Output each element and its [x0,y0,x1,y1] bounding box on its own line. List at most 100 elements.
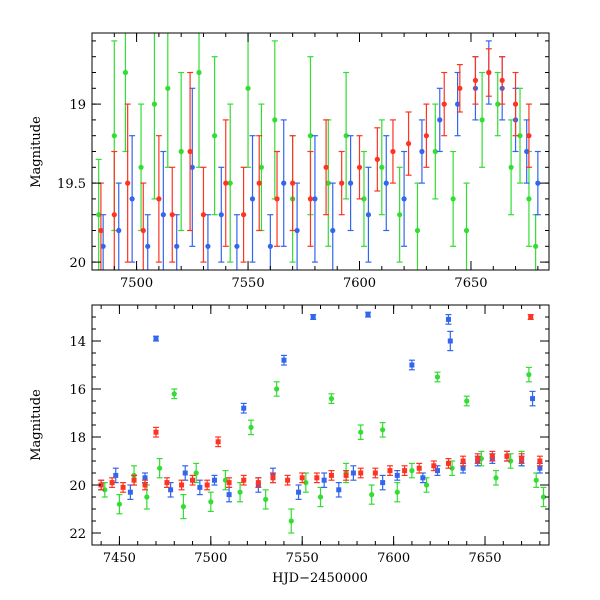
bottom-marker [460,465,466,471]
bottom-point [152,335,159,342]
top-marker [200,212,207,218]
bottom-marker [144,494,150,500]
top-point [405,111,412,176]
bottom-marker [464,398,470,404]
top-point [494,71,501,137]
bottom-marker [237,489,243,495]
top-point [211,56,218,216]
top-point [323,119,330,216]
top-marker [419,148,425,155]
top-marker [227,180,233,186]
bottom-y-tick-label: 22 [69,527,86,542]
bottom-point [284,474,291,486]
bottom-point [527,314,534,320]
bottom-marker [248,424,254,430]
bottom-point [419,472,426,484]
bottom-panel: 7450 7500 7550 7600 7650 14 16 18 20 22 Magnitude… [29,304,550,586]
top-marker [526,196,532,202]
bottom-point [507,453,514,469]
bottom-point [379,422,386,438]
top-marker [397,212,403,218]
bottom-marker [387,468,393,474]
bottom-marker [537,458,543,464]
top-marker [499,77,505,83]
bottom-point [474,453,481,464]
bottom-marker [380,480,386,486]
top-point [360,150,367,247]
bottom-x-tick-label: 7450 [103,551,136,566]
bottom-point [518,453,525,464]
top-marker [256,180,262,186]
bottom-point [226,477,233,488]
bottom-marker [314,475,320,481]
top-marker [307,133,314,139]
top-point [274,150,281,247]
top-marker [249,196,256,202]
bottom-marker [336,487,342,493]
bottom-point [460,455,467,467]
bottom-point [529,390,536,407]
bottom-point [215,436,222,448]
bottom-marker [193,470,199,476]
top-point [378,119,385,216]
bottom-point [408,359,415,371]
bottom-marker [409,468,415,474]
top-marker [165,85,171,91]
top-points [95,33,541,270]
bottom-point [447,330,454,352]
top-point [436,87,443,153]
top-y-axis-title: Magnitude [29,116,44,188]
top-point [138,103,145,232]
top-marker [524,148,530,155]
bottom-marker [489,453,495,459]
bottom-marker [528,314,534,320]
top-point [338,150,345,216]
top-point [401,150,408,247]
top-marker [535,180,541,186]
top-y-tick-label: 19 [69,98,86,113]
bottom-point [492,470,499,486]
top-marker [383,180,389,186]
top-marker [437,117,443,123]
bottom-ticks: 7450 7500 7550 7600 7650 14 16 18 20 22 [69,304,549,566]
bottom-point [295,484,302,500]
bottom-marker [409,362,415,368]
bottom-y-tick-label: 16 [69,383,86,398]
top-marker [343,133,349,139]
top-marker [111,212,117,218]
bottom-marker [434,374,441,380]
top-point [151,33,158,200]
bottom-point [262,489,269,510]
top-marker [281,180,287,186]
bottom-marker [369,492,375,498]
top-marker [125,180,131,186]
top-point [485,48,492,97]
bottom-marker [281,357,287,363]
bottom-point [211,474,218,486]
bottom-marker [445,460,451,466]
bottom-marker [447,338,453,344]
top-marker [205,243,211,249]
top-x-tick-label: 7650 [454,276,487,291]
top-point [140,182,147,270]
bottom-marker [317,494,324,500]
bottom-marker [157,465,163,471]
bottom-point [196,479,203,496]
bottom-point [430,460,437,472]
bottom-marker [310,314,316,320]
top-y-tick-label: 19.5 [57,177,86,192]
top-marker [457,85,463,91]
top-point [249,135,256,263]
top-point [365,166,372,263]
top-point [189,87,196,247]
top-marker [330,227,336,234]
top-point [169,166,176,263]
bottom-point [357,424,364,440]
top-panel: 7500 7550 7600 7650 19 19.5 20 Magnitude [29,32,550,291]
bottom-point [269,472,276,484]
top-point [456,63,463,113]
bottom-point [489,450,496,462]
bottom-point [379,474,386,491]
bottom-marker [372,470,378,476]
top-marker [290,180,296,186]
